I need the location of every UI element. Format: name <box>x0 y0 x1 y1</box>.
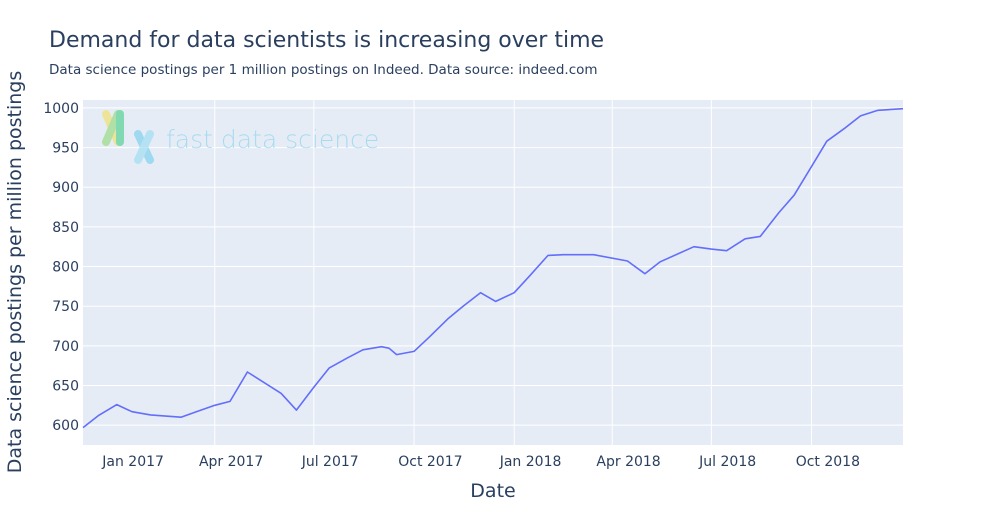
chart-title: Demand for data scientists is increasing… <box>49 28 605 53</box>
y-tick-label: 1000 <box>43 101 79 117</box>
y-tick-label: 800 <box>52 260 79 276</box>
watermark-text: fast data science <box>166 125 379 154</box>
gridlines <box>83 100 903 445</box>
y-tick-label: 600 <box>52 418 79 434</box>
x-tick-label: Apr 2017 <box>199 454 263 470</box>
y-tick-label: 700 <box>52 339 79 355</box>
watermark-logo: fast data science <box>100 108 400 174</box>
x-axis-ticks: Jan 2017 Apr 2017 Jul 2017 Oct 2017 Jan 2018… <box>101 454 860 470</box>
chart-subtitle: Data science postings per 1 million post… <box>49 62 598 78</box>
y-axis-ticks: 600 650 700 750 800 850 900 950 1000 <box>43 101 79 434</box>
y-tick-label: 650 <box>52 379 79 395</box>
y-axis-title: Data science postings per million postin… <box>4 70 26 474</box>
x-tick-label: Jul 2017 <box>301 454 359 470</box>
series-line <box>82 107 904 429</box>
y-tick-label: 850 <box>52 220 79 236</box>
x-tick-label: Jan 2017 <box>101 454 164 470</box>
plot-area <box>83 100 903 445</box>
logo-icon <box>102 110 154 164</box>
x-tick-label: Oct 2017 <box>398 454 462 470</box>
y-tick-label: 950 <box>52 141 79 157</box>
x-tick-label: Jan 2018 <box>499 454 562 470</box>
x-tick-label: Jul 2018 <box>698 454 756 470</box>
y-tick-label: 900 <box>52 180 79 196</box>
x-axis-title: Date <box>470 480 516 502</box>
x-tick-label: Apr 2018 <box>596 454 660 470</box>
y-tick-label: 750 <box>52 299 79 315</box>
x-tick-label: Oct 2018 <box>796 454 860 470</box>
